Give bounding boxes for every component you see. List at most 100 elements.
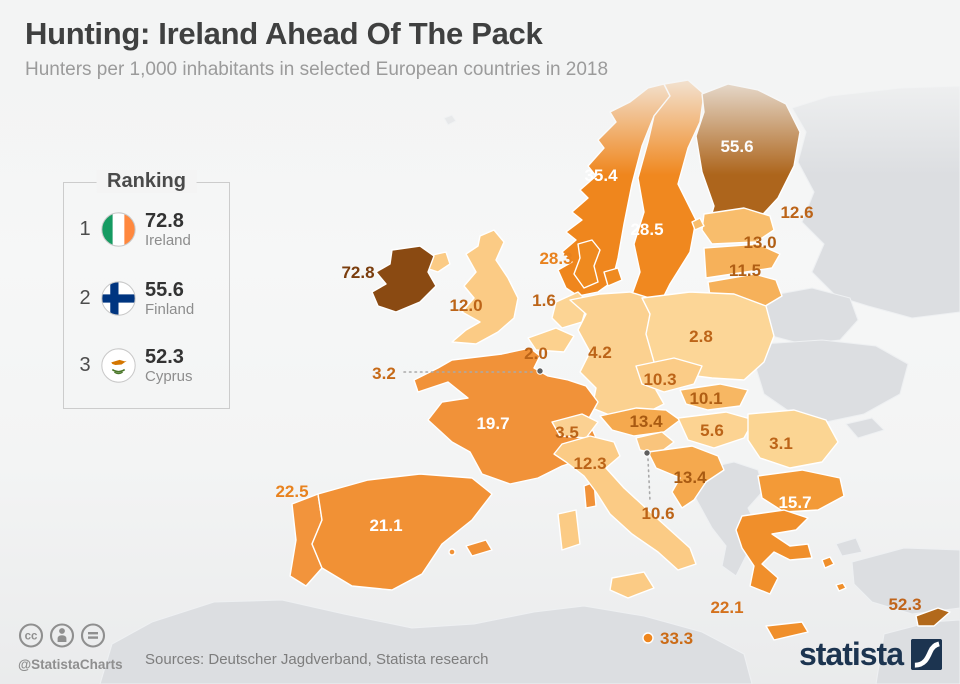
cc-icon: cc	[18, 623, 44, 648]
map-value-label-norway: 35.4	[584, 166, 618, 185]
statista-logo: statista	[799, 638, 942, 670]
map-value-label-cyprus: 52.3	[888, 595, 921, 614]
map-value-label-croatia: 13.4	[673, 468, 707, 487]
map-value-label-france: 19.7	[476, 414, 509, 433]
map-value-label-slovenia: 10.6	[641, 504, 674, 523]
map-value-label-portugal: 22.5	[275, 482, 308, 501]
map-value-label-spain: 21.1	[369, 516, 402, 535]
slovenia-marker-dot	[643, 449, 651, 457]
ireland-flag-icon	[101, 212, 136, 248]
country-czech-republic	[635, 357, 703, 393]
rank-country: Cyprus	[145, 368, 193, 385]
rank-number: 2	[79, 287, 91, 310]
map-value-label-denmark: 28.3	[539, 249, 572, 268]
rank-value: 55.6	[145, 279, 184, 301]
country-denmark	[573, 239, 601, 289]
country-greece	[735, 509, 813, 595]
country-france	[413, 347, 599, 485]
country-italy	[553, 435, 697, 571]
rank-number: 1	[79, 218, 91, 241]
map-value-label-bulgaria: 15.7	[778, 493, 811, 512]
country-cyprus	[915, 607, 951, 627]
country-bulgaria	[757, 469, 845, 513]
country-hungary	[677, 411, 755, 449]
map-value-label-czech-republic: 10.3	[643, 370, 676, 389]
rank-number: 3	[79, 354, 91, 377]
country-sardinia	[557, 509, 581, 551]
finland-flag-icon	[101, 281, 136, 317]
map-value-label-luxembourg: 3.2	[372, 364, 396, 383]
ranking-panel: Ranking 1 72.8 Ireland 2	[63, 170, 230, 409]
coast-north-africa-nodata	[99, 599, 753, 684]
country-ukraine-nodata	[755, 339, 909, 423]
chart-header: Hunting: Ireland Ahead Of The Pack Hunte…	[25, 16, 608, 81]
map-value-label-netherlands: 1.6	[532, 291, 556, 310]
country-slovakia	[679, 383, 749, 411]
map-value-label-greece: 22.1	[710, 598, 743, 617]
sources-text: Sources: Deutscher Jagdverband, Statista…	[145, 651, 489, 668]
map-value-label-malta: 33.3	[660, 629, 693, 648]
nd-equals-icon	[80, 623, 106, 648]
page-subtitle: Hunters per 1,000 inhabitants in selecte…	[25, 59, 609, 80]
statista-logo-mark	[911, 638, 942, 670]
statista-wordmark: statista	[798, 636, 904, 672]
map-value-label-united-kingdom: 12.0	[449, 296, 482, 315]
rank-value: 52.3	[145, 346, 184, 368]
ranking-row-ireland: 1 72.8 Ireland	[78, 210, 191, 249]
map-value-label-finland: 55.6	[720, 137, 753, 156]
map-value-label-romania: 3.1	[769, 434, 793, 453]
page-title: Hunting: Ireland Ahead Of The Pack	[25, 16, 543, 51]
country-turkey-nw-nodata	[835, 537, 863, 557]
map-value-label-hungary: 5.6	[700, 421, 724, 440]
country-aegean-island-1	[821, 556, 835, 569]
country-crete	[765, 621, 809, 641]
slovenia-leader-line	[647, 458, 651, 502]
map-value-label-lithuania: 11.5	[729, 261, 761, 280]
svg-text:cc: cc	[25, 631, 38, 643]
by-person-icon	[49, 623, 75, 648]
map-value-label-belgium: 2.0	[524, 344, 548, 363]
country-austria	[599, 407, 681, 437]
country-russia-nodata	[791, 85, 960, 319]
map-value-label-latvia: 13.0	[743, 233, 776, 252]
rank-country: Ireland	[145, 232, 191, 249]
country-ireland	[371, 245, 437, 313]
ranking-row-finland: 2 55.6 Finland	[78, 280, 194, 318]
creative-commons-icons: cc	[18, 623, 106, 648]
ranking-row-cyprus: 3 52.3 Cyprus	[78, 346, 193, 385]
country-sicily	[609, 571, 655, 599]
map-value-label-poland: 2.8	[689, 327, 713, 346]
rank-country: Finland	[145, 301, 195, 318]
country-romania	[747, 409, 839, 469]
map-value-label-italy: 12.3	[573, 454, 606, 473]
country-switzerland	[551, 413, 599, 439]
map-value-label-switzerland: 3.5	[555, 423, 579, 442]
country-crimea-nodata	[845, 417, 885, 439]
country-latvia	[703, 243, 781, 279]
country-estonia-islands	[691, 217, 705, 231]
country-croatia	[647, 445, 725, 509]
luxembourg-marker-dot	[536, 367, 544, 375]
map-value-label-austria: 13.4	[629, 412, 663, 431]
country-united-kingdom	[451, 229, 519, 345]
statista-charts-handle: @StatistaCharts	[18, 657, 123, 672]
country-balearics	[465, 539, 493, 557]
country-malta-dot	[642, 632, 654, 644]
cyprus-flag-icon	[101, 348, 136, 384]
map-value-label-ireland: 72.8	[341, 263, 374, 282]
map-value-label-sweden: 28.5	[630, 220, 663, 239]
country-balearics-small	[448, 548, 456, 556]
country-aegean-island-2	[835, 582, 847, 592]
license-block: cc @StatistaCharts	[18, 622, 123, 672]
map-value-label-estonia: 12.6	[780, 203, 813, 222]
country-belgium	[527, 327, 575, 353]
country-spain	[311, 473, 493, 591]
country-slovenia	[635, 431, 675, 455]
country-estonia	[701, 207, 775, 245]
map-value-label-germany: 4.2	[588, 343, 612, 362]
country-denmark-islands	[603, 267, 623, 287]
ranking-panel-title: Ranking	[96, 170, 197, 193]
map-value-label-slovakia: 10.1	[689, 389, 722, 408]
rank-value: 72.8	[145, 210, 184, 232]
